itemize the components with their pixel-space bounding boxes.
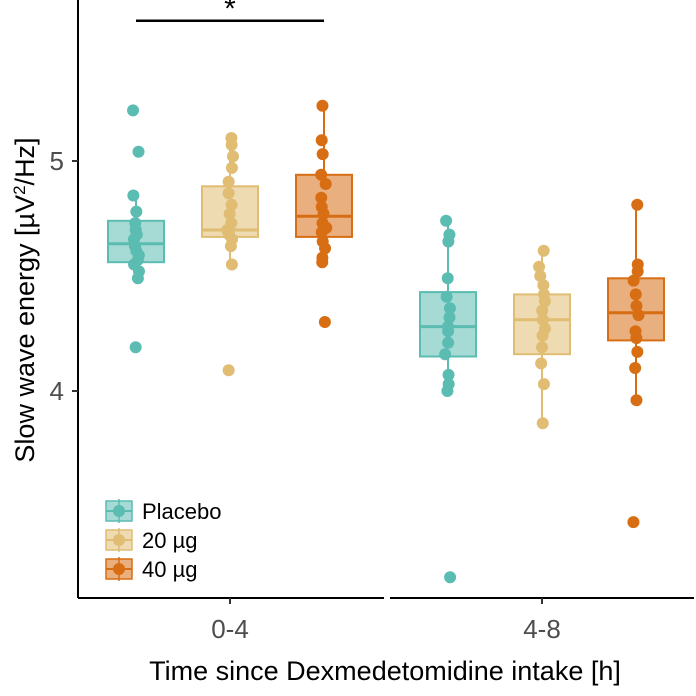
data-point bbox=[316, 256, 329, 269]
data-point bbox=[129, 341, 142, 354]
data-point bbox=[631, 345, 644, 358]
data-point bbox=[224, 240, 237, 253]
data-point bbox=[537, 378, 550, 391]
data-point bbox=[442, 368, 455, 381]
legend-item-1: 20 µg bbox=[105, 528, 198, 553]
data-point bbox=[630, 332, 643, 345]
y-tick-label: 5 bbox=[50, 146, 64, 176]
data-point bbox=[536, 313, 549, 326]
data-point bbox=[440, 214, 453, 227]
data-point bbox=[127, 189, 140, 202]
data-point bbox=[442, 325, 455, 338]
data-point bbox=[535, 357, 548, 370]
box-2-1 bbox=[607, 198, 665, 529]
data-point bbox=[441, 385, 454, 397]
box-1-0 bbox=[201, 132, 259, 377]
legend-item-0: Placebo bbox=[105, 499, 222, 524]
data-point bbox=[631, 265, 644, 278]
data-point bbox=[132, 145, 145, 158]
data-point bbox=[536, 304, 549, 317]
legend-label: 40 µg bbox=[142, 557, 198, 582]
legend-key-point bbox=[113, 534, 125, 546]
data-point bbox=[537, 244, 550, 257]
data-point bbox=[533, 260, 546, 273]
y-tick-label: 4 bbox=[50, 376, 64, 406]
data-point bbox=[131, 272, 144, 285]
legend-key-point bbox=[113, 505, 125, 517]
data-point bbox=[443, 302, 456, 315]
data-point bbox=[440, 290, 453, 303]
data-point bbox=[632, 309, 645, 322]
annotations: * bbox=[136, 0, 324, 26]
data-point bbox=[536, 341, 549, 354]
box-0-0 bbox=[107, 104, 165, 354]
data-point bbox=[442, 235, 455, 248]
data-point bbox=[441, 272, 454, 285]
data-point bbox=[538, 295, 551, 308]
data-point bbox=[315, 134, 328, 147]
box-2-0 bbox=[295, 99, 353, 328]
data-point bbox=[317, 207, 330, 220]
data-point bbox=[630, 299, 643, 312]
data-point bbox=[534, 270, 547, 282]
data-point bbox=[316, 148, 329, 161]
data-point bbox=[439, 348, 452, 361]
data-point bbox=[631, 198, 644, 211]
data-point bbox=[223, 207, 236, 220]
data-point bbox=[222, 364, 235, 377]
data-point bbox=[630, 394, 643, 407]
data-point bbox=[627, 516, 640, 529]
data-point bbox=[315, 191, 328, 204]
significance-label: * bbox=[224, 0, 236, 26]
box-1-1 bbox=[513, 244, 571, 430]
data-point bbox=[627, 274, 640, 287]
data-point bbox=[442, 336, 455, 349]
data-point bbox=[444, 571, 457, 584]
data-point bbox=[536, 417, 549, 430]
data-point bbox=[315, 226, 328, 239]
y-axis-title-superscript: 2 bbox=[10, 185, 29, 194]
y-axis-title-unit: /Hz] bbox=[10, 137, 40, 185]
y-axis-title-main: Slow wave energy [µV bbox=[10, 195, 40, 463]
x-tick-label: 0-4 bbox=[211, 614, 249, 644]
legend-item-2: 40 µg bbox=[105, 557, 198, 582]
ticks: 4 5 0-4 4-8 bbox=[50, 146, 561, 644]
data-point bbox=[130, 205, 143, 218]
plot-area bbox=[107, 99, 665, 584]
data-point bbox=[222, 187, 235, 200]
data-point bbox=[536, 329, 549, 342]
x-tick-label: 4-8 bbox=[523, 614, 561, 644]
legend: Placebo 20 µg 40 µg bbox=[105, 499, 222, 582]
data-point bbox=[225, 138, 238, 151]
x-axis-title: Time since Dexmedetomidine intake [h] bbox=[149, 656, 621, 686]
data-point bbox=[443, 311, 456, 324]
y-axis-title: Slow wave energy [µV2/Hz] bbox=[10, 137, 41, 462]
legend-label: Placebo bbox=[142, 499, 222, 524]
data-point bbox=[318, 316, 331, 328]
data-point bbox=[127, 104, 139, 117]
data-point bbox=[225, 198, 238, 211]
data-point bbox=[226, 150, 239, 163]
legend-label: 20 µg bbox=[142, 528, 198, 553]
data-point bbox=[225, 161, 238, 174]
data-point bbox=[222, 175, 235, 188]
data-point bbox=[319, 242, 332, 255]
data-point bbox=[629, 288, 642, 301]
box-0-1 bbox=[419, 214, 477, 584]
data-point bbox=[629, 362, 642, 374]
legend-key-point bbox=[113, 563, 125, 575]
data-point bbox=[319, 178, 332, 190]
data-point bbox=[315, 168, 328, 181]
data-point bbox=[225, 258, 238, 271]
data-point bbox=[537, 279, 550, 292]
data-point bbox=[316, 99, 329, 112]
